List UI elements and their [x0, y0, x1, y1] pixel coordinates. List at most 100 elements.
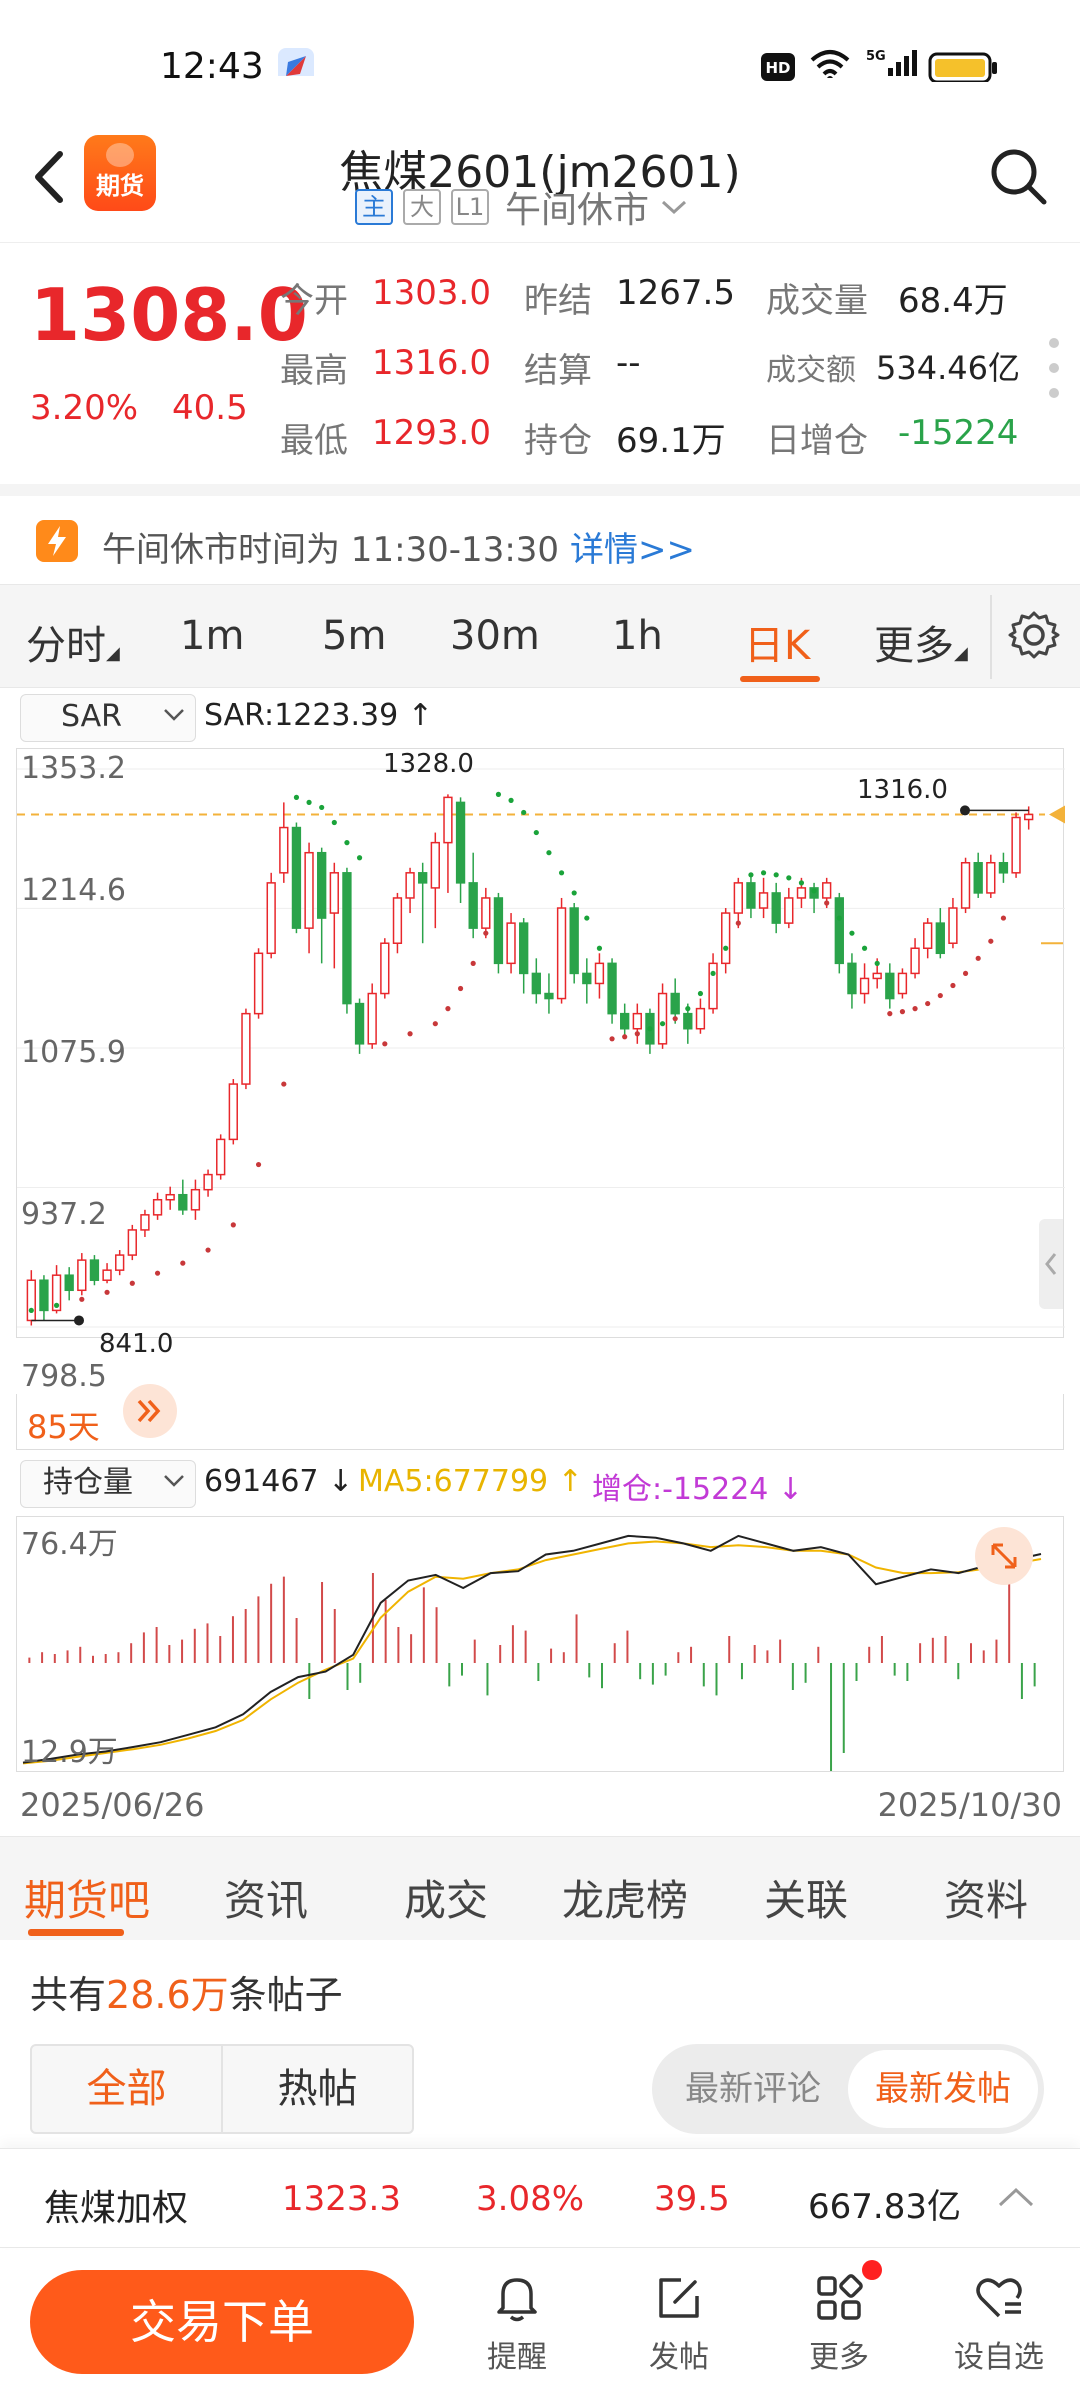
- back-arrow-icon[interactable]: [22, 142, 82, 212]
- candle-body: [26, 1279, 36, 1322]
- candle-body: [632, 1012, 642, 1030]
- high-marker-label: 1328.0: [383, 749, 474, 779]
- tab-30m[interactable]: 30m: [450, 613, 540, 659]
- sar-dot: [495, 791, 502, 797]
- futures-app-logo: 期货: [84, 135, 156, 211]
- tab-1m[interactable]: 1m: [180, 613, 245, 659]
- more-dots-icon[interactable]: [1046, 333, 1062, 403]
- more-button[interactable]: 更多: [784, 2270, 894, 2376]
- sar-dot: [382, 1041, 388, 1047]
- candle-body: [771, 892, 781, 924]
- kline-chart[interactable]: 1353.2 1214.6 1075.9 937.2 798.5 1328.0 …: [16, 748, 1065, 1394]
- chevron-down-icon[interactable]: [659, 197, 689, 217]
- candle-body: [241, 1012, 251, 1085]
- weighted-index-row[interactable]: 焦煤加权 1323.3 3.08% 39.5 667.83亿: [0, 2148, 1080, 2248]
- candle-body: [178, 1193, 188, 1211]
- trade-order-button[interactable]: 交易下单: [30, 2270, 414, 2374]
- sar-dot: [230, 1222, 236, 1228]
- candle-body: [544, 992, 554, 1000]
- sar-dot: [79, 1296, 85, 1302]
- candle-body: [203, 1173, 213, 1191]
- open-interest-chart[interactable]: 76.4万 12.9万: [16, 1516, 1064, 1772]
- tab-forum[interactable]: 期货吧: [24, 1876, 151, 1925]
- sar-dot: [407, 1031, 413, 1037]
- alert-button[interactable]: 提醒: [462, 2270, 572, 2376]
- tab-related[interactable]: 关联: [764, 1876, 849, 1925]
- tab-trades[interactable]: 成交: [404, 1876, 489, 1925]
- collapse-handle[interactable]: [1039, 1219, 1063, 1309]
- candle-body: [405, 872, 415, 899]
- post-button[interactable]: 发帖: [624, 2270, 734, 2376]
- gear-icon[interactable]: [1008, 609, 1060, 661]
- expand-arrows-icon: [991, 1543, 1017, 1569]
- status-bar: 12:43 HD 5G: [0, 0, 1080, 130]
- y-label-bottom: 798.5: [21, 1359, 107, 1394]
- open-interest-label: 持仓: [524, 421, 592, 461]
- logo-text: 期货: [96, 172, 144, 200]
- candle-body: [897, 972, 908, 995]
- post-count-value: 28.6万: [106, 1973, 229, 2017]
- volume-label: 成交量: [766, 281, 868, 321]
- bell-icon: [497, 2278, 537, 2322]
- sar-dot: [609, 1036, 615, 1042]
- chevron-up-icon[interactable]: [996, 2185, 1036, 2209]
- period-tabs: 分时◢ 1m 5m 30m 1h 日K 更多◢: [0, 584, 1080, 688]
- oi-indicator-dropdown[interactable]: 持仓量: [20, 1460, 196, 1508]
- tab-intraday[interactable]: 分时◢: [26, 623, 120, 669]
- sar-dot: [697, 990, 704, 997]
- candle-body: [190, 1188, 201, 1211]
- sar-dot: [622, 1034, 628, 1040]
- high-value: 1316.0: [372, 343, 491, 383]
- sort-latest-post[interactable]: 最新发帖: [848, 2050, 1038, 2128]
- sar-dot: [306, 799, 312, 805]
- sar-dot: [293, 794, 300, 800]
- tab-daily-k[interactable]: 日K: [744, 623, 811, 669]
- sar-dot: [811, 888, 817, 894]
- search-icon[interactable]: [986, 144, 1052, 210]
- candle-body: [733, 882, 743, 914]
- candle-body: [354, 1002, 365, 1045]
- tag-main[interactable]: 主: [355, 189, 393, 225]
- candle-body: [923, 922, 933, 950]
- tag-large[interactable]: 大: [403, 189, 441, 225]
- tab-profile[interactable]: 资料: [944, 1876, 1029, 1925]
- candle-body: [430, 841, 440, 889]
- sar-dot: [748, 872, 754, 878]
- range-days: 85天: [27, 1408, 100, 1446]
- candle-body: [342, 872, 352, 1005]
- candle-body: [519, 922, 529, 975]
- notice-details-link[interactable]: 详情>>: [570, 530, 695, 570]
- tag-level1[interactable]: L1: [451, 189, 489, 225]
- fullscreen-button[interactable]: [975, 1527, 1033, 1585]
- candle-body: [392, 897, 403, 944]
- chevron-down-icon: [164, 1475, 184, 1487]
- settle-value: --: [616, 343, 641, 383]
- sar-dot: [786, 875, 792, 881]
- tab-top-list[interactable]: 龙虎榜: [562, 1876, 689, 1925]
- candle-body: [998, 862, 1009, 874]
- open-interest-value: 69.1万: [616, 421, 726, 461]
- candle-body: [948, 907, 958, 944]
- tab-1h[interactable]: 1h: [612, 613, 663, 659]
- oi-ma5-line: [22, 1540, 1042, 1765]
- candle-body: [115, 1254, 125, 1271]
- sort-latest-comment[interactable]: 最新评论: [685, 2069, 821, 2109]
- more-label: 更多: [809, 2340, 869, 2375]
- expand-range-button[interactable]: [123, 1384, 177, 1438]
- filter-all[interactable]: 全部: [32, 2046, 223, 2132]
- tab-5m[interactable]: 5m: [322, 613, 387, 659]
- candle-body: [165, 1193, 175, 1201]
- section-tabs: 期货吧 资讯 成交 龙虎榜 关联 资料: [0, 1836, 1080, 1940]
- sar-dot: [975, 955, 981, 961]
- sar-indicator-dropdown[interactable]: SAR: [20, 694, 196, 742]
- candle-body: [140, 1214, 150, 1231]
- filter-hot[interactable]: 热帖: [277, 2066, 358, 2112]
- session-status: 午间休市: [505, 190, 650, 231]
- grid-icon: [817, 2274, 863, 2320]
- add-watchlist-button[interactable]: 设自选: [944, 2270, 1054, 2376]
- tab-more[interactable]: 更多◢: [874, 623, 968, 669]
- candle-body: [51, 1274, 62, 1312]
- notice-text: 午间休市时间为 11:30-13:30: [102, 530, 560, 570]
- prev-settle-label: 昨结: [524, 281, 592, 321]
- tab-news[interactable]: 资讯: [224, 1876, 309, 1925]
